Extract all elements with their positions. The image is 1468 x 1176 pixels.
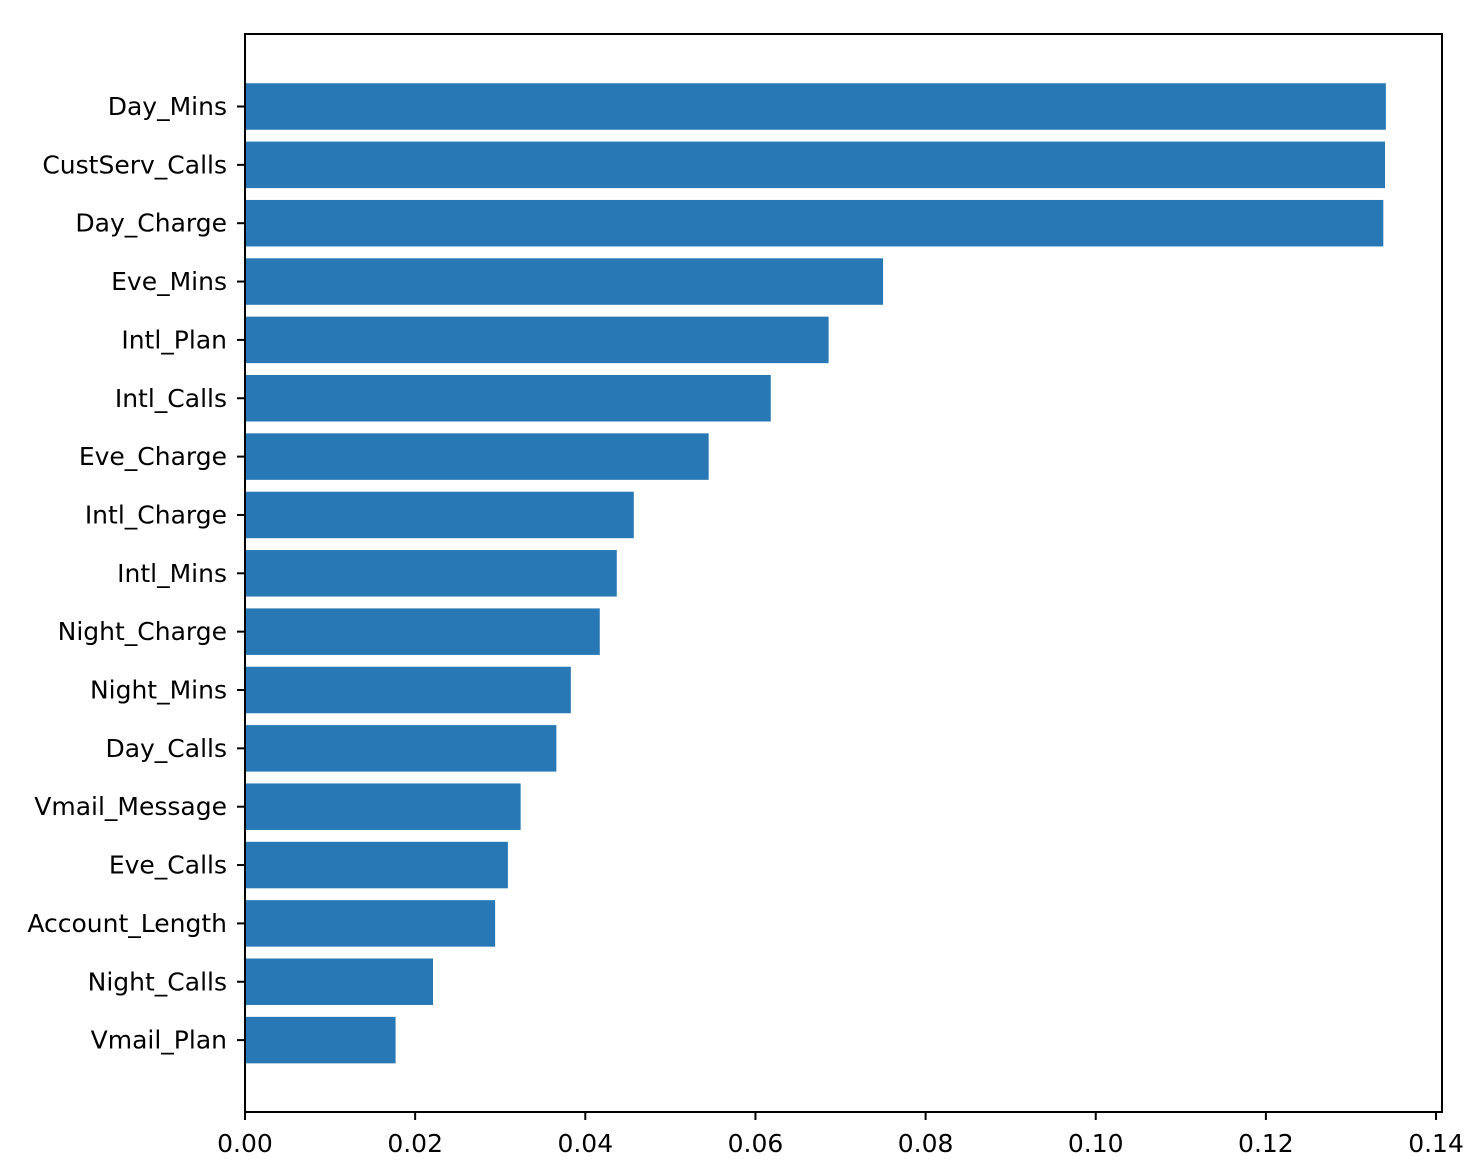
bar-day-mins <box>245 83 1386 130</box>
bar-intl-mins <box>245 550 617 597</box>
x-axis-ticks: 0.00 0.02 0.04 0.06 0.08 0.10 0.12 0.14 <box>217 1112 1464 1158</box>
y-tick-label: Intl_Plan <box>121 325 227 354</box>
bar-day-calls <box>245 725 557 772</box>
y-tick-label: Vmail_Message <box>34 792 227 821</box>
y-tick-label: Day_Mins <box>108 92 227 121</box>
y-tick-label: Day_Charge <box>75 209 227 238</box>
x-tick-label: 0.12 <box>1238 1129 1294 1158</box>
y-tick-label: Vmail_Plan <box>91 1026 227 1055</box>
y-tick-label: Intl_Mins <box>117 559 227 588</box>
y-tick-label: CustServ_Calls <box>42 150 227 179</box>
y-tick-label: Eve_Mins <box>111 267 227 296</box>
bar-eve-calls <box>245 841 508 889</box>
bar-custserv-calls <box>245 141 1385 189</box>
plot-frame <box>244 33 1443 1113</box>
bar-day-charge <box>245 199 1384 247</box>
y-tick-label: Eve_Charge <box>79 442 227 471</box>
y-tick-label: Eve_Calls <box>109 851 227 880</box>
bar-vmail-message <box>245 783 521 830</box>
bar-night-calls <box>245 958 434 1005</box>
bar-intl-calls <box>245 375 771 422</box>
bars-group <box>245 83 1386 1064</box>
bar-account-length <box>245 900 496 947</box>
bar-intl-charge <box>245 491 634 539</box>
y-tick-label: Intl_Charge <box>85 500 227 529</box>
bar-eve-charge <box>245 433 709 480</box>
x-tick-label: 0.02 <box>387 1129 443 1158</box>
y-tick-label: Night_Charge <box>58 617 227 646</box>
bar-intl-plan <box>245 316 829 364</box>
bar-night-charge <box>245 608 600 655</box>
bar-vmail-plan <box>245 1016 396 1064</box>
y-tick-label: Day_Calls <box>105 734 227 763</box>
x-tick-label: 0.14 <box>1408 1129 1464 1158</box>
y-tick-label: Account_Length <box>27 909 227 938</box>
x-tick-label: 0.04 <box>557 1129 613 1158</box>
x-tick-label: 0.00 <box>217 1129 273 1158</box>
bar-night-mins <box>245 666 571 714</box>
y-tick-label: Night_Calls <box>88 967 227 996</box>
x-tick-label: 0.08 <box>898 1129 954 1158</box>
bar-eve-mins <box>245 258 884 305</box>
x-tick-label: 0.10 <box>1068 1129 1124 1158</box>
y-tick-label: Intl_Calls <box>115 384 227 413</box>
y-axis-ticks: Day_Mins CustServ_Calls Day_Charge Eve_Mins… <box>27 92 245 1055</box>
x-tick-label: 0.06 <box>728 1129 784 1158</box>
y-tick-label: Night_Mins <box>90 676 227 705</box>
